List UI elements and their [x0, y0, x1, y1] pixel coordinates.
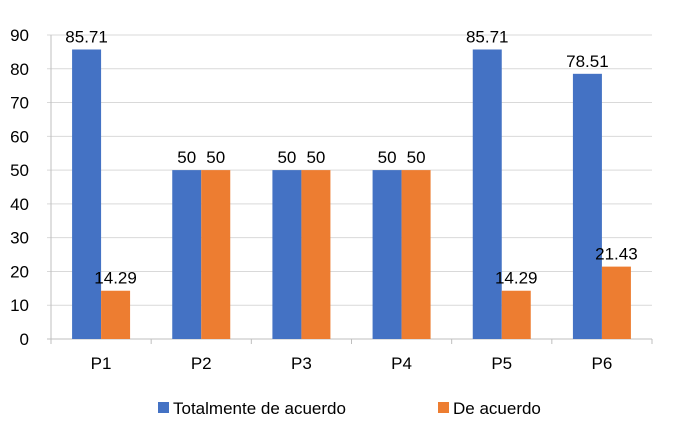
y-axis-ticks: 0 10 20 30 40 50 60 70 80 90	[10, 26, 29, 349]
x-tick-label: P5	[491, 354, 512, 373]
bar-p1-series-2	[101, 290, 131, 339]
x-tick-label: P1	[91, 354, 112, 373]
gridlines	[47, 34, 653, 344]
y-tick-label: 70	[10, 94, 29, 113]
data-label: 50	[306, 148, 325, 167]
y-tick-label: 60	[10, 127, 29, 146]
legend: Totalmente de acuerdo De acuerdo	[158, 399, 541, 418]
bar-p6-series-2	[601, 266, 631, 339]
data-label: 14.29	[495, 269, 538, 288]
data-label: 50	[177, 148, 196, 167]
y-tick-label: 50	[10, 161, 29, 180]
y-tick-label: 80	[10, 60, 29, 79]
x-tick-label: P6	[592, 354, 613, 373]
data-label: 50	[206, 148, 225, 167]
data-label: 14.29	[94, 269, 137, 288]
data-label: 85.71	[65, 27, 108, 46]
bar-p5-series-2	[501, 290, 531, 339]
data-label: 78.51	[566, 52, 609, 71]
y-tick-label: 20	[10, 262, 29, 281]
bar-p4-series-1	[372, 170, 402, 339]
y-tick-label: 90	[10, 26, 29, 45]
x-tick-label: P2	[191, 354, 212, 373]
legend-swatch	[158, 402, 169, 413]
legend-swatch	[438, 402, 449, 413]
bar-p6-series-1	[572, 73, 602, 339]
data-label: 85.71	[466, 27, 509, 46]
data-labels: 85.71 14.29 50 50 50 50 50 50 85.71 14.29 78.51 21.…	[65, 27, 637, 287]
legend-label: De acuerdo	[453, 399, 541, 418]
x-axis-ticks: P1 P2 P3 P4 P5 P6	[91, 354, 613, 373]
bar-p1-series-1	[72, 49, 102, 340]
data-label: 21.43	[595, 245, 638, 264]
bar-p2-series-2	[201, 170, 231, 339]
bar-p3-series-1	[272, 170, 302, 339]
bar-p5-series-1	[472, 49, 502, 340]
bar-p3-series-2	[301, 170, 331, 339]
data-label: 50	[378, 148, 397, 167]
bar-p2-series-1	[172, 170, 202, 339]
y-tick-label: 0	[20, 330, 29, 349]
bar-p4-series-2	[401, 170, 431, 339]
x-tick-label: P4	[391, 354, 412, 373]
bars	[72, 49, 631, 340]
y-tick-label: 30	[10, 229, 29, 248]
legend-label: Totalmente de acuerdo	[173, 399, 346, 418]
data-label: 50	[277, 148, 296, 167]
y-tick-label: 40	[10, 195, 29, 214]
x-tick-label: P3	[291, 354, 312, 373]
data-label: 50	[407, 148, 426, 167]
y-tick-label: 10	[10, 296, 29, 315]
